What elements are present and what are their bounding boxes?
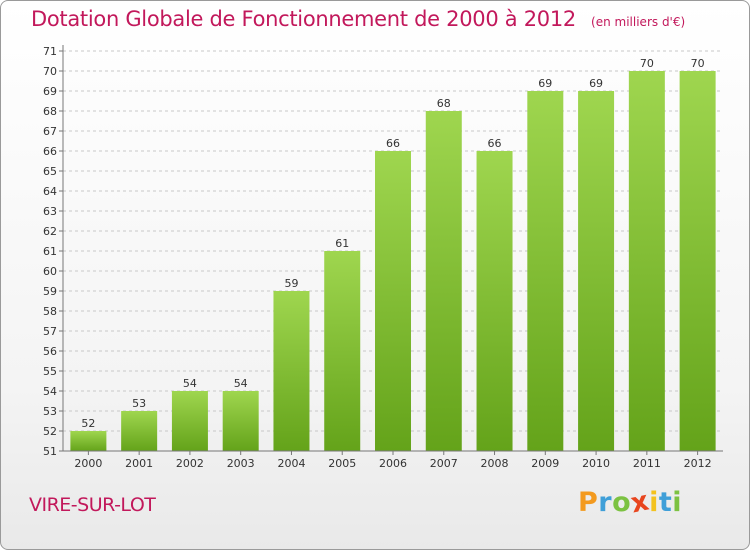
y-tick-label: 53	[43, 405, 57, 418]
value-label-2006: 66	[386, 137, 400, 150]
value-label-2011: 70	[640, 57, 654, 70]
y-tick-label: 69	[43, 85, 57, 98]
x-tick-label-2001: 2001	[125, 457, 153, 470]
x-tick-label-2009: 2009	[531, 457, 559, 470]
value-label-2000: 52	[81, 417, 95, 430]
y-tick-label: 68	[43, 105, 57, 118]
x-tick-label-2004: 2004	[277, 457, 305, 470]
chart-title-block: Dotation Globale de Fonctionnement de 20…	[31, 7, 685, 31]
x-tick-labels: 2000 2001 2002 2003 2004 2005 2006 2007 2008 2009…	[74, 451, 712, 470]
bar-2005	[324, 251, 361, 451]
unit-label: (en milliers d'€)	[591, 15, 686, 29]
y-tick-label: 51	[43, 445, 57, 458]
x-tick-label-2012: 2012	[684, 457, 712, 470]
y-tick-label: 67	[43, 125, 57, 138]
logo-letter: i	[672, 487, 683, 518]
commune-name: VIRE-SUR-LOT	[29, 494, 156, 516]
bar-value-labels: 52 53 54 54 59 61 66 68 66 69 69 70 70	[81, 57, 704, 430]
chart-title: Dotation Globale de Fonctionnement de 20…	[31, 7, 576, 31]
y-tick-label: 65	[43, 165, 57, 178]
y-tick-label: 64	[43, 185, 57, 198]
x-tick-label-2010: 2010	[582, 457, 610, 470]
y-tick-labels: 51 52 53 54 55 56 57 58 59 60 61 62 63 64 65 66 67 68 69 70…	[43, 45, 57, 458]
value-label-2007: 68	[437, 97, 451, 110]
bar-2010	[578, 91, 615, 451]
bar-2008	[476, 151, 513, 451]
axes	[62, 45, 723, 452]
y-tick-label: 71	[43, 45, 57, 58]
x-tick-label-2003: 2003	[227, 457, 255, 470]
y-tick-label: 66	[43, 145, 57, 158]
y-tick-label: 52	[43, 425, 57, 438]
y-tick-label: 58	[43, 305, 57, 318]
logo-letter: o	[612, 487, 632, 518]
value-label-2003: 54	[234, 377, 248, 390]
logo-letter: P	[578, 487, 599, 518]
value-label-2004: 59	[284, 277, 298, 290]
value-label-2009: 69	[538, 77, 552, 90]
x-tick-label-2007: 2007	[430, 457, 458, 470]
y-tick-label: 57	[43, 325, 57, 338]
bar-2007	[425, 111, 462, 451]
bar-2002	[171, 391, 208, 451]
x-tick-label-2008: 2008	[481, 457, 509, 470]
value-label-2002: 54	[183, 377, 197, 390]
proxiti-logo[interactable]: Proxiti	[578, 485, 683, 519]
logo-letter: i	[649, 487, 659, 518]
bar-2004	[273, 291, 310, 451]
logo-letter: r	[598, 487, 613, 518]
y-tick-label: 56	[43, 345, 57, 358]
value-label-2001: 53	[132, 397, 146, 410]
value-label-2012: 70	[691, 57, 705, 70]
value-label-2005: 61	[335, 237, 349, 250]
value-label-2010: 69	[589, 77, 603, 90]
value-label-2008: 66	[488, 137, 502, 150]
y-tick-label: 54	[43, 385, 57, 398]
y-tick-label: 70	[43, 65, 57, 78]
bar-2006	[375, 151, 411, 451]
y-tick-label: 62	[43, 225, 57, 238]
x-tick-label-2002: 2002	[176, 457, 204, 470]
y-tick-label: 63	[43, 205, 57, 218]
x-tick-label-2011: 2011	[633, 457, 661, 470]
bars	[70, 71, 716, 451]
x-tick-label-2005: 2005	[328, 457, 356, 470]
x-tick-label-2000: 2000	[74, 457, 102, 470]
bar-2000	[70, 431, 107, 451]
bar-2009	[527, 91, 564, 451]
bar-2001	[121, 411, 158, 451]
logo-letter: t	[658, 487, 673, 518]
bar-2003	[222, 391, 259, 451]
y-tick-label: 55	[43, 365, 57, 378]
bar-2012	[679, 71, 716, 451]
y-tick-label: 60	[43, 265, 57, 278]
bar-2011	[628, 71, 665, 451]
x-tick-label-2006: 2006	[379, 457, 407, 470]
y-tick-label: 59	[43, 285, 57, 298]
y-tick-label: 61	[43, 245, 57, 258]
